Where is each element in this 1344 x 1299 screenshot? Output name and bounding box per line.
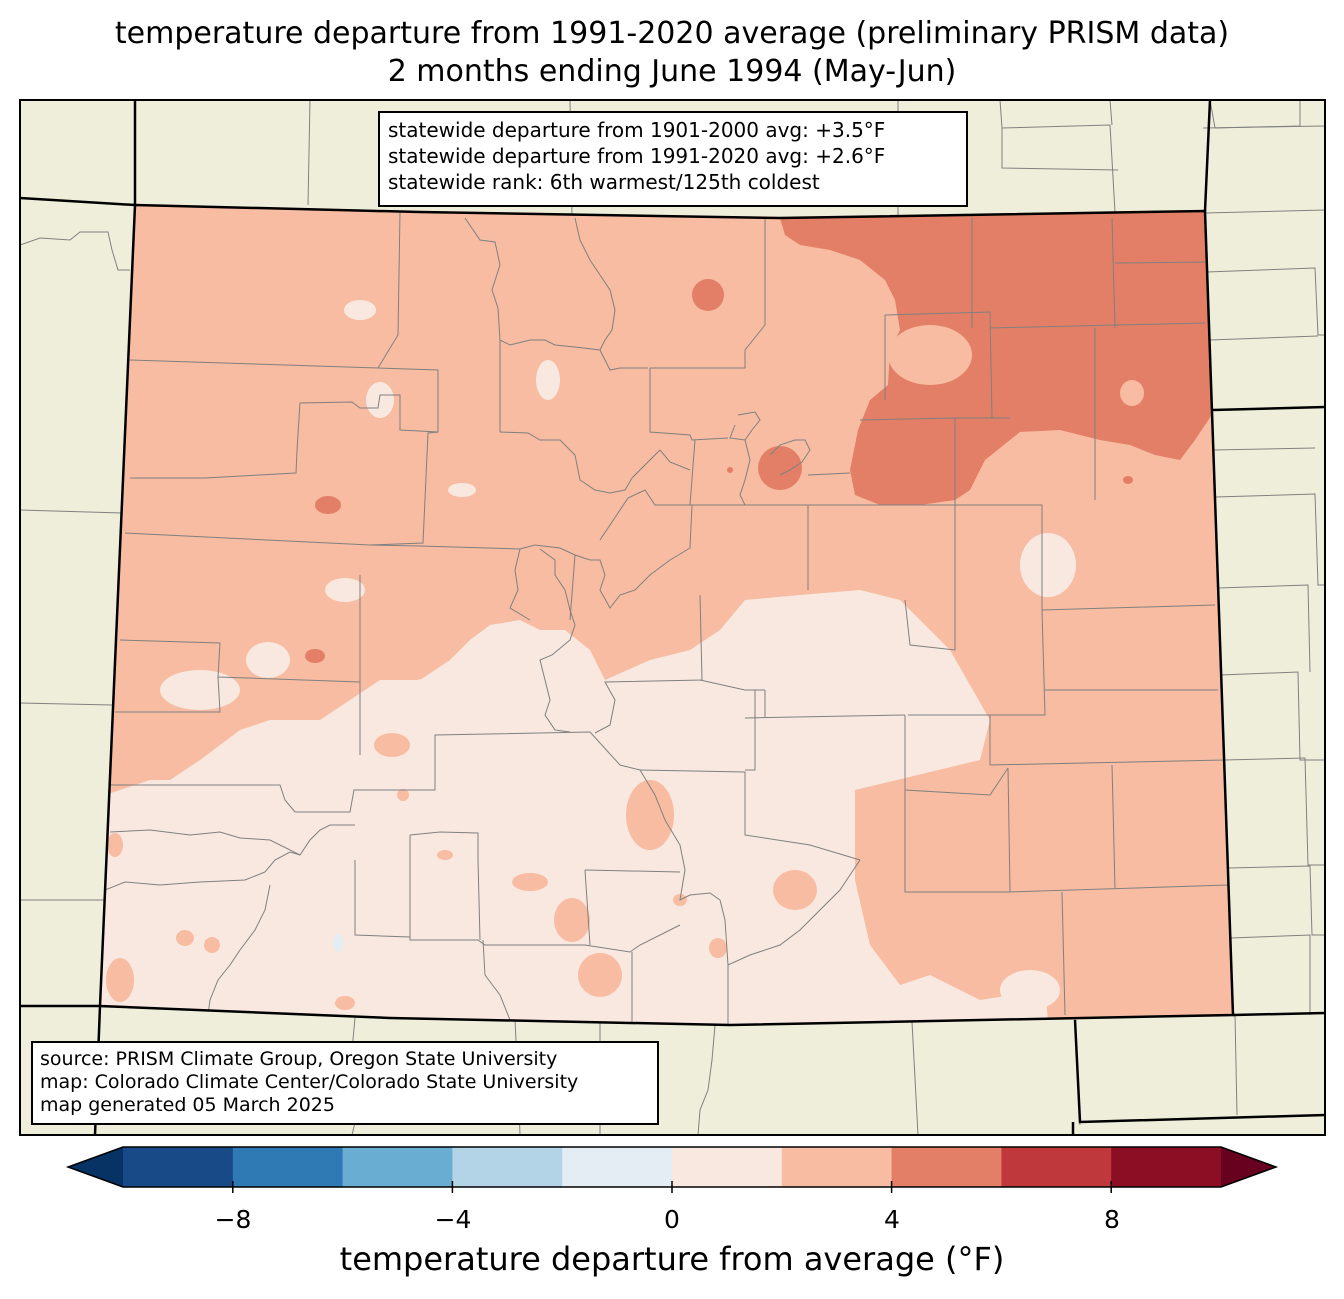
colorbar-bin xyxy=(123,1147,234,1187)
state-borders xyxy=(20,100,1325,1135)
colorbar-over-arrow xyxy=(1221,1147,1276,1187)
colorbar-bin xyxy=(1001,1147,1112,1187)
source-line-1: source: PRISM Climate Group, Oregon Stat… xyxy=(40,1048,558,1070)
colorbar-outline xyxy=(65,1146,1279,1188)
colorbar-bin xyxy=(672,1147,783,1187)
colorbar-bin xyxy=(1111,1147,1222,1187)
county-lines xyxy=(104,211,1229,1025)
map-title-line-1: temperature departure from 1991-2020 ave… xyxy=(114,16,1230,51)
stats-line-1: statewide departure from 1901-2000 avg: … xyxy=(388,118,886,142)
colorbar-bin xyxy=(891,1147,1002,1187)
colorbar-tick-label: −8 xyxy=(214,1205,252,1234)
colorbar-bin xyxy=(452,1147,563,1187)
source-line-3: map generated 05 March 2025 xyxy=(40,1094,335,1116)
map-title-line-2: 2 months ending June 1994 (May-Jun) xyxy=(387,54,957,89)
colorbar-tick-label: 8 xyxy=(1104,1205,1120,1234)
stats-line-3: statewide rank: 6th warmest/125th coldes… xyxy=(388,170,820,194)
stats-line-2: statewide departure from 1991-2020 avg: … xyxy=(388,144,886,168)
temperature-contours xyxy=(100,205,1233,1025)
colorbar xyxy=(65,1146,1279,1193)
source-box: source: PRISM Climate Group, Oregon Stat… xyxy=(31,1041,659,1125)
colorbar-tick-label: −4 xyxy=(434,1205,472,1234)
map-frame xyxy=(19,99,1326,1136)
colorbar-label: temperature departure from average (°F) xyxy=(339,1240,1005,1278)
colorbar-bin xyxy=(781,1147,893,1187)
colorbar-bin xyxy=(342,1147,453,1187)
colorbar-tick-label: 0 xyxy=(664,1205,680,1234)
colorbar-bin xyxy=(232,1147,344,1187)
colorbar-under-arrow xyxy=(68,1147,123,1187)
colorbar-tick-label: 4 xyxy=(884,1205,900,1234)
statewide-stats-box: statewide departure from 1901-2000 avg: … xyxy=(378,111,968,207)
colorbar-bin xyxy=(562,1147,673,1187)
source-line-2: map: Colorado Climate Center/Colorado St… xyxy=(40,1071,579,1093)
